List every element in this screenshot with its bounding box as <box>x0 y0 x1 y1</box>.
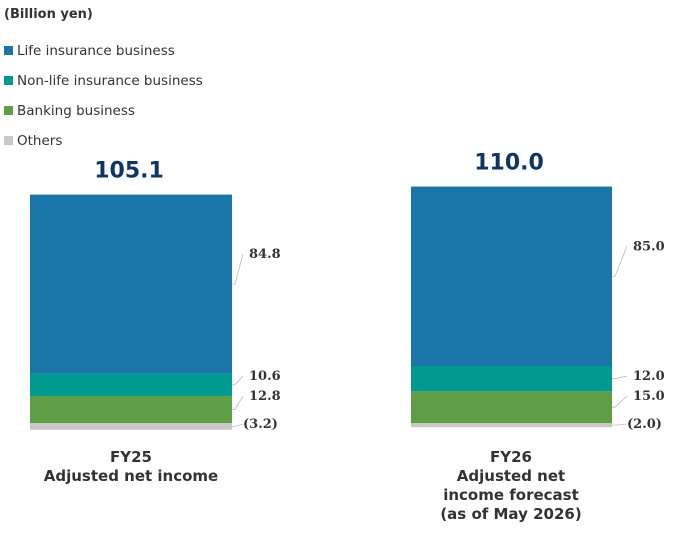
legend-label-non-life-insurance-business: Non-life insurance business <box>17 73 203 89</box>
bar-segment-non-life-insurance-business <box>411 366 612 392</box>
leader-line <box>232 253 244 285</box>
leader-line <box>612 375 628 380</box>
legend: Life insurance business Non-life insuranc… <box>4 43 203 149</box>
bar-segment-banking-business <box>30 395 232 423</box>
data-label-banking-business: 12.8 <box>249 389 281 404</box>
legend-swatch-banking-business <box>4 106 13 115</box>
leader-line <box>612 423 628 426</box>
bar-total: 110.0 <box>474 151 544 176</box>
legend-label-life-insurance-business: Life insurance business <box>17 43 175 59</box>
bar-segment-banking-business <box>411 391 612 423</box>
legend-swatch-non-life-insurance-business <box>4 76 13 85</box>
segment-labels: 105.1 84.8 10.6 12.8 (3.2) 110.0 85.0 12.0 15.0 (… <box>94 151 664 432</box>
data-label-others: (2.0) <box>627 417 662 432</box>
category-label: FY25 Adjusted net income <box>44 448 218 485</box>
leader-line <box>612 395 628 408</box>
data-label-others: (3.2) <box>243 417 278 432</box>
unit-label: (Billion yen) <box>4 7 93 22</box>
data-label-banking-business: 15.0 <box>633 389 665 404</box>
leader-line <box>232 395 244 410</box>
category-label: FY26 Adjusted net income forecast (as of Ma… <box>440 448 581 523</box>
bar-total: 105.1 <box>94 159 164 184</box>
legend-swatch-life-insurance-business <box>4 46 13 55</box>
bar-segment-others <box>30 423 232 430</box>
leader-line <box>232 375 244 386</box>
bar-segment-life-insurance-business <box>30 194 232 374</box>
category-labels: FY25 Adjusted net income FY26 Adjusted net i… <box>44 448 582 523</box>
data-label-non-life-insurance-business: 12.0 <box>633 369 665 384</box>
leader-line <box>612 246 628 277</box>
legend-swatch-others <box>4 136 13 145</box>
data-label-life-insurance-business: 85.0 <box>633 239 665 254</box>
bar-segment-others <box>411 423 612 428</box>
data-label-non-life-insurance-business: 10.6 <box>249 369 281 384</box>
bars <box>30 186 612 430</box>
bar-segment-non-life-insurance-business <box>30 373 232 396</box>
data-label-life-insurance-business: 84.8 <box>249 247 281 262</box>
bar-segment-life-insurance-business <box>411 186 612 367</box>
legend-label-banking-business: Banking business <box>17 103 135 119</box>
legend-label-others: Others <box>17 133 62 149</box>
leader-line <box>232 423 244 427</box>
